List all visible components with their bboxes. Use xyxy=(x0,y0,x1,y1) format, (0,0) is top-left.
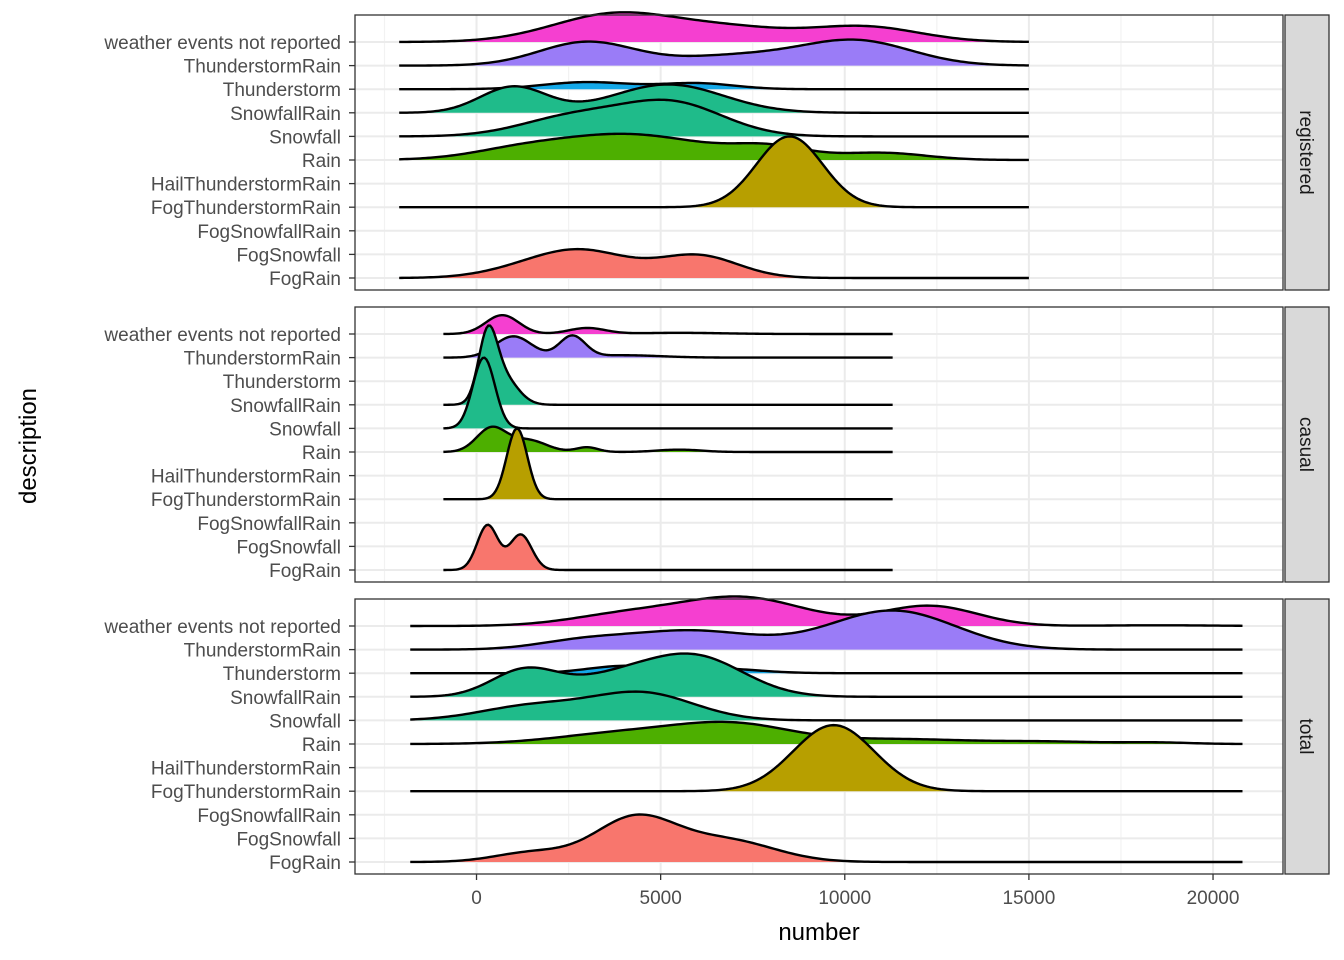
x-tick-label: 15000 xyxy=(1002,888,1055,909)
ridge-fill-fogthunderstormrain xyxy=(410,725,1243,792)
y-tick-label: Thunderstorm xyxy=(223,664,341,685)
x-axis: 0 5000 10000 15000 20000 xyxy=(471,874,1239,909)
ridge-fill-weather-events-not-reported xyxy=(399,12,1029,42)
strip-label-total: total xyxy=(1295,719,1316,755)
y-tick-label: HailThunderstormRain xyxy=(151,175,341,196)
y-tick-label: Snowfall xyxy=(269,711,341,732)
y-tick-label: Snowfall xyxy=(269,419,341,440)
ridge-fill-snowfall xyxy=(410,691,1243,721)
ridge-fill-snowfallrain xyxy=(399,84,1029,113)
y-tick-label: FogSnowfallRain xyxy=(197,806,341,827)
y-tick-label: FogRain xyxy=(269,561,341,582)
y-tick-label: weather events not reported xyxy=(103,325,341,346)
y-tick-label: FogSnowfall xyxy=(236,245,341,266)
strip-background xyxy=(1284,14,1330,291)
ridge-line-snowfallrain xyxy=(443,324,893,406)
ridge-fill-weather-events-not-reported xyxy=(410,596,1243,626)
ridge-line-thunderstormrain xyxy=(410,609,1243,651)
ridge-line-thunderstormrain xyxy=(399,38,1029,67)
y-tick-label: FogThunderstormRain xyxy=(151,198,341,219)
y-tick-label: weather events not reported xyxy=(103,617,341,638)
x-tick-label: 10000 xyxy=(818,888,871,909)
ridge-fill-rain xyxy=(410,721,1243,744)
y-tick-label: Thunderstorm xyxy=(223,80,341,101)
y-tick-label: FogThunderstormRain xyxy=(151,782,341,803)
ridge-fill-thunderstormrain xyxy=(410,610,1243,650)
ridge-line-thunderstormrain xyxy=(443,334,893,359)
y-tick-label: HailThunderstormRain xyxy=(151,759,341,780)
ridge-line-weather-events-not-reported xyxy=(410,595,1243,628)
ridge-line-fograin xyxy=(399,247,1029,280)
y-tick-label: SnowfallRain xyxy=(230,688,341,709)
y-tick-label: weather events not reported xyxy=(103,33,341,54)
ridge-fill-snowfall xyxy=(399,99,1029,137)
ridge-line-fograin xyxy=(443,523,893,572)
ridge-line-weather-events-not-reported xyxy=(399,11,1029,44)
y-tick-label: Rain xyxy=(302,151,341,172)
y-tick-label: HailThunderstormRain xyxy=(151,467,341,488)
strip-background xyxy=(1284,306,1330,583)
y-tick-label: FogSnowfallRain xyxy=(197,514,341,535)
x-tick-label: 0 xyxy=(471,888,482,909)
ridge-line-weather-events-not-reported xyxy=(443,313,893,336)
strip-background xyxy=(1284,598,1330,875)
y-tick-label: Thunderstorm xyxy=(223,372,341,393)
y-tick-label: FogThunderstormRain xyxy=(151,490,341,511)
ridge-fill-thunderstormrain xyxy=(399,39,1029,66)
ridge-fill-fograin xyxy=(410,814,1243,862)
y-tick-label: Rain xyxy=(302,735,341,756)
x-tick-label: 5000 xyxy=(640,888,682,909)
y-tick-label: FogSnowfall xyxy=(236,537,341,558)
y-tick-label: ThunderstormRain xyxy=(184,641,341,662)
x-axis-title: number xyxy=(778,919,859,946)
panel-border xyxy=(354,14,1284,291)
ridge-fill-rain xyxy=(443,426,893,452)
ridge-line-fogthunderstormrain xyxy=(399,135,1029,209)
y-tick-label: Snowfall xyxy=(269,127,341,148)
ridge-fill-thunderstormrain xyxy=(443,335,893,358)
panels-layer: FogRainFogSnowfallFogSnowfallRainFogThun… xyxy=(103,11,1330,875)
y-tick-label: FogRain xyxy=(269,269,341,290)
ridge-line-snowfallrain xyxy=(399,83,1029,114)
y-tick-label: ThunderstormRain xyxy=(184,349,341,370)
y-axis-title: description xyxy=(15,388,42,504)
strip-label-casual: casual xyxy=(1295,417,1316,472)
y-tick-label: FogRain xyxy=(269,853,341,874)
strip-label-registered: registered xyxy=(1295,110,1316,195)
y-tick-label: Rain xyxy=(302,443,341,464)
y-tick-label: SnowfallRain xyxy=(230,396,341,417)
y-tick-label: ThunderstormRain xyxy=(184,57,341,78)
ridge-line-snowfall xyxy=(399,98,1029,138)
ridge-fill-fograin xyxy=(443,524,893,570)
y-tick-label: FogSnowfall xyxy=(236,829,341,850)
ridge-fill-snowfallrain xyxy=(410,653,1243,697)
ridge-line-fograin xyxy=(410,813,1243,864)
ridge-line-rain xyxy=(399,132,1029,162)
y-tick-label: FogSnowfallRain xyxy=(197,222,341,243)
ridge-line-fogthunderstormrain xyxy=(410,723,1243,793)
panel-border xyxy=(354,306,1284,583)
ridge-line-fogthunderstormrain xyxy=(443,427,893,501)
panel-border xyxy=(354,598,1284,875)
y-tick-label: SnowfallRain xyxy=(230,104,341,125)
ridge-line-snowfallrain xyxy=(410,652,1243,698)
x-tick-label: 20000 xyxy=(1187,888,1240,909)
ridge-fill-fograin xyxy=(399,249,1029,278)
ridge-line-snowfall xyxy=(410,690,1243,722)
